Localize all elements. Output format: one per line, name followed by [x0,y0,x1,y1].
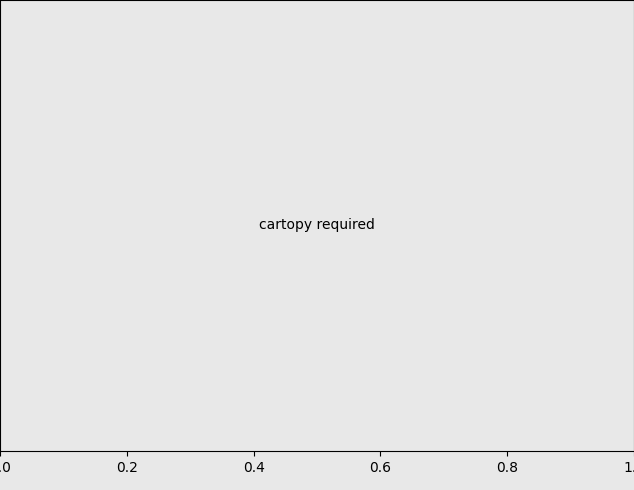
Text: cartopy required: cartopy required [259,219,375,232]
